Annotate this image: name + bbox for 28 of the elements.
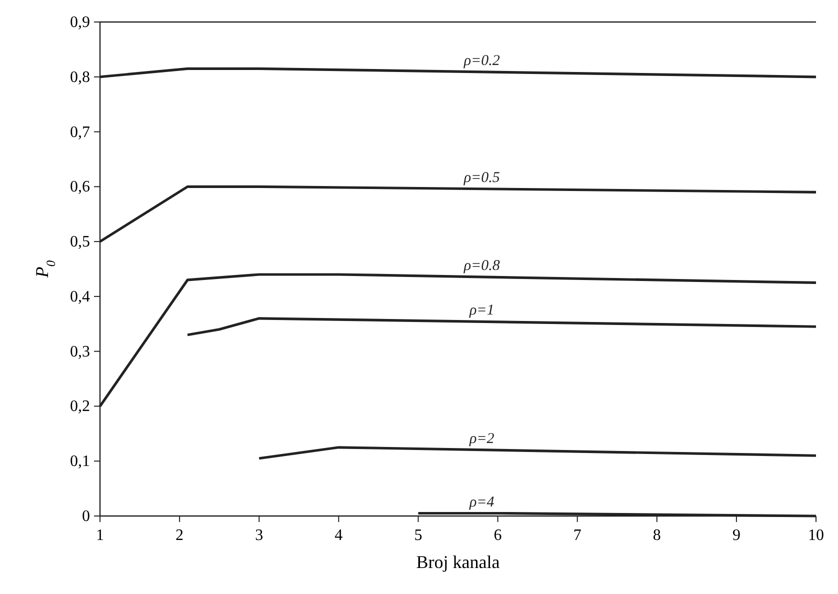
x-tick-label: 9: [732, 527, 740, 544]
x-tick-label: 8: [652, 527, 661, 544]
series-label: ρ=2: [468, 430, 495, 447]
y-tick-label: 0,6: [70, 178, 90, 196]
y-tick-label: 0: [82, 508, 90, 525]
series-label: ρ=0.2: [462, 52, 500, 69]
x-tick-label: 1: [96, 527, 104, 544]
y-tick-label: 0,3: [70, 343, 90, 360]
x-tick-label: 7: [573, 527, 582, 544]
series-label: ρ=4: [468, 494, 495, 510]
x-tick-label: 6: [494, 527, 502, 544]
x-tick-label: 10: [808, 527, 824, 544]
x-tick-label: 4: [334, 527, 343, 544]
y-tick-label: 0,5: [70, 234, 90, 251]
series-label: ρ=0.8: [462, 258, 500, 274]
x-axis-title: Broj kanala: [416, 552, 500, 572]
y-tick-label: 0,2: [70, 398, 90, 416]
series-label: ρ=0.5: [462, 170, 500, 186]
x-tick-label: 3: [255, 527, 264, 544]
y-tick-label: 0,8: [70, 68, 90, 86]
x-tick-label: 5: [414, 527, 422, 544]
y-tick-label: 0,7: [70, 124, 90, 141]
x-tick-label: 2: [176, 527, 184, 544]
line-series: [186, 317, 818, 336]
y-tick-label: 0,9: [70, 14, 90, 31]
series-label: ρ=1: [468, 302, 494, 319]
y-tick-label: 0,4: [70, 288, 90, 306]
y-tick-label: 0,1: [70, 453, 90, 470]
